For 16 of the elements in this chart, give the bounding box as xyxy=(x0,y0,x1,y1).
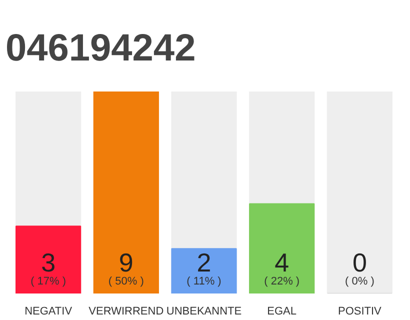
data-label: 2 xyxy=(196,247,212,278)
annotation: ( 0% ) xyxy=(345,275,374,288)
annotation: ( 17% ) xyxy=(30,275,66,288)
data-label: 0 xyxy=(352,247,367,278)
x-tick-label: NEGATIV xyxy=(24,306,73,318)
annotation: ( 50% ) xyxy=(108,275,144,288)
annotation: ( 22% ) xyxy=(264,275,300,288)
x-tick-label: POSITIV xyxy=(338,306,382,318)
data-label: 9 xyxy=(118,247,134,278)
data-label: 4 xyxy=(274,247,290,278)
x-tick-label: UNBEKANNTE xyxy=(166,306,242,318)
x-tick-label: VERWIRREND xyxy=(88,306,164,318)
x-tick-label: EGAL xyxy=(267,306,297,318)
chart-title: 046194242 xyxy=(6,28,196,70)
data-label: 3 xyxy=(41,247,56,278)
annotation: ( 11% ) xyxy=(186,275,222,288)
